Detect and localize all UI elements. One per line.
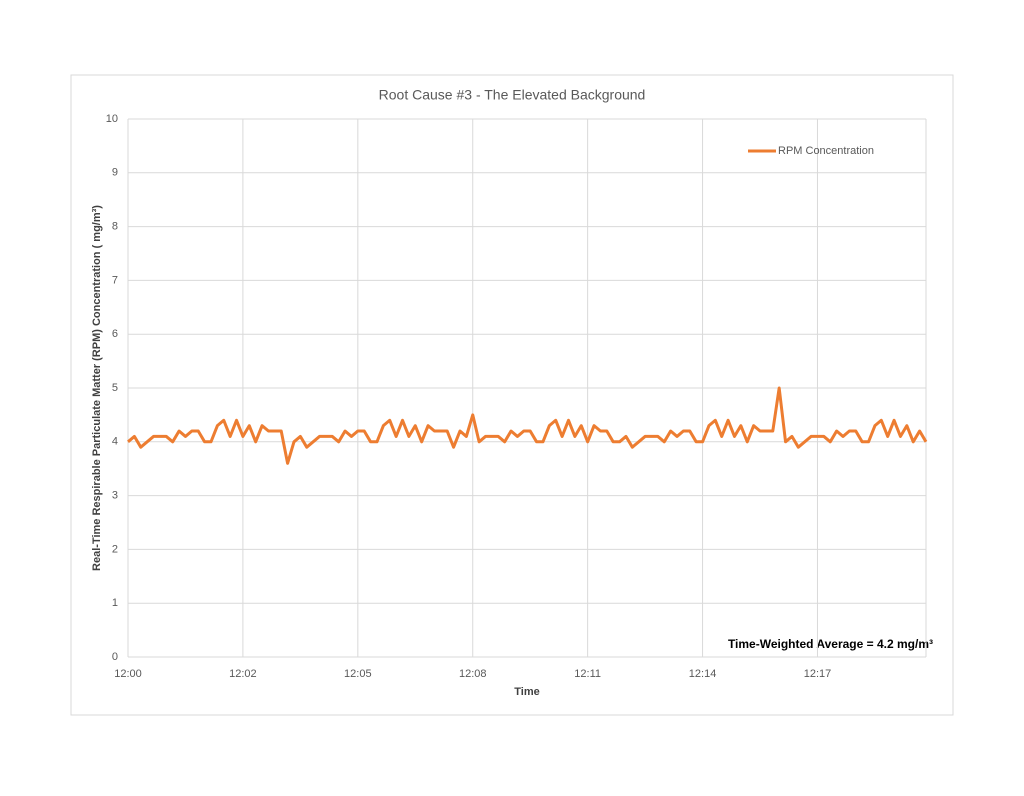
legend-label: RPM Concentration xyxy=(778,145,874,157)
y-tick-label: 8 xyxy=(112,221,118,233)
x-tick-label: 12:00 xyxy=(114,668,142,680)
y-tick-label: 7 xyxy=(112,274,118,286)
x-tick-label: 12:08 xyxy=(459,668,487,680)
y-tick-label: 3 xyxy=(112,490,118,502)
x-tick-label: 12:11 xyxy=(574,668,601,680)
y-tick-label: 5 xyxy=(112,382,118,394)
chart-border xyxy=(70,74,954,716)
x-tick-label: 12:02 xyxy=(229,668,257,680)
x-axis-label: Time xyxy=(514,686,539,698)
chart-title: Root Cause #3 - The Elevated Background xyxy=(379,87,646,103)
x-tick-label: 12:14 xyxy=(689,668,717,680)
y-tick-label: 10 xyxy=(106,113,118,125)
y-tick-label: 4 xyxy=(112,436,118,448)
y-axis-label: Real-Time Respirable Particulate Matter … xyxy=(91,205,103,571)
y-tick-label: 2 xyxy=(112,543,118,555)
x-tick-label: 12:17 xyxy=(804,668,832,680)
y-tick-label: 0 xyxy=(112,651,118,663)
annotation: Time-Weighted Average = 4.2 mg/m³ xyxy=(728,637,933,651)
y-tick-label: 6 xyxy=(112,328,118,340)
data-line xyxy=(127,386,928,465)
y-tick-label: 9 xyxy=(112,167,118,179)
y-tick-label: 1 xyxy=(112,597,118,609)
x-tick-label: 12:05 xyxy=(344,668,372,680)
